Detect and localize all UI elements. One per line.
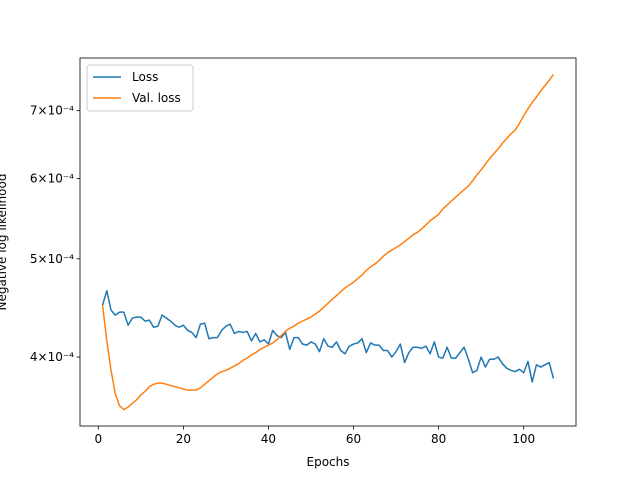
plot-frame [79,57,577,427]
x-tick-label: 0 [94,432,102,446]
series-line [101,290,555,383]
legend-label: Val. loss [132,91,181,105]
y-tick-label: 4×10⁻⁴ [30,350,74,364]
y-axis-label: Negative log likelihood [0,174,9,311]
x-axis-label: Epochs [307,455,350,469]
y-tick-label: 6×10⁻⁴ [30,172,74,186]
series-line [101,74,555,411]
y-tick-label: 5×10⁻⁴ [30,252,74,266]
y-tick-label: 7×10⁻⁴ [30,104,74,118]
x-tick-label: 100 [512,432,535,446]
x-tick-label: 20 [176,432,191,446]
legend-label: Loss [132,70,158,84]
x-tick-label: 40 [261,432,276,446]
x-tick-label: 60 [346,432,361,446]
x-tick-label: 80 [431,432,446,446]
